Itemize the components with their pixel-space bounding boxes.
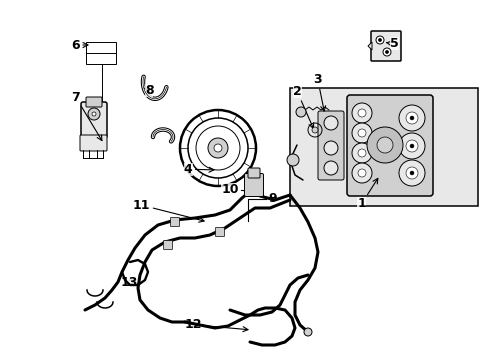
FancyBboxPatch shape xyxy=(244,174,263,197)
Text: 4: 4 xyxy=(183,163,214,176)
Text: 5: 5 xyxy=(386,37,398,50)
Circle shape xyxy=(409,116,413,120)
Text: 13: 13 xyxy=(121,276,138,289)
Circle shape xyxy=(324,141,337,155)
Circle shape xyxy=(324,116,337,130)
FancyBboxPatch shape xyxy=(80,135,107,151)
Circle shape xyxy=(366,127,402,163)
Text: 9: 9 xyxy=(267,192,276,205)
Circle shape xyxy=(357,169,365,177)
Circle shape xyxy=(304,328,311,336)
Circle shape xyxy=(405,112,417,124)
FancyBboxPatch shape xyxy=(317,111,343,180)
Bar xyxy=(86,42,116,64)
Bar xyxy=(289,88,477,206)
Circle shape xyxy=(409,171,413,175)
Text: 7: 7 xyxy=(71,91,102,140)
Circle shape xyxy=(311,127,317,133)
Circle shape xyxy=(385,50,387,54)
Circle shape xyxy=(351,103,371,123)
Circle shape xyxy=(398,160,424,186)
Circle shape xyxy=(378,39,381,41)
Circle shape xyxy=(382,48,390,56)
Circle shape xyxy=(351,163,371,183)
Circle shape xyxy=(351,123,371,143)
FancyBboxPatch shape xyxy=(247,168,260,178)
Text: 12: 12 xyxy=(184,318,247,332)
Circle shape xyxy=(324,161,337,175)
Text: 11: 11 xyxy=(133,199,203,222)
FancyBboxPatch shape xyxy=(346,95,432,196)
Circle shape xyxy=(88,108,100,120)
Text: 1: 1 xyxy=(357,179,377,210)
Text: 8: 8 xyxy=(144,84,153,97)
Circle shape xyxy=(92,112,96,116)
FancyBboxPatch shape xyxy=(163,240,172,249)
Circle shape xyxy=(375,36,383,44)
Circle shape xyxy=(398,133,424,159)
Circle shape xyxy=(295,107,305,117)
Text: 10: 10 xyxy=(221,183,250,195)
FancyBboxPatch shape xyxy=(215,228,224,237)
Circle shape xyxy=(286,154,298,166)
Circle shape xyxy=(207,138,227,158)
Circle shape xyxy=(357,109,365,117)
FancyBboxPatch shape xyxy=(81,102,107,138)
Circle shape xyxy=(357,149,365,157)
Circle shape xyxy=(409,144,413,148)
FancyBboxPatch shape xyxy=(370,31,400,61)
Polygon shape xyxy=(367,42,371,50)
Circle shape xyxy=(351,143,371,163)
Circle shape xyxy=(214,144,222,152)
Text: 3: 3 xyxy=(313,73,325,111)
Text: 2: 2 xyxy=(292,85,313,128)
FancyBboxPatch shape xyxy=(86,97,102,107)
Text: 6: 6 xyxy=(71,39,88,51)
Circle shape xyxy=(357,129,365,137)
Circle shape xyxy=(405,167,417,179)
Circle shape xyxy=(398,105,424,131)
Circle shape xyxy=(405,140,417,152)
Circle shape xyxy=(376,137,392,153)
FancyBboxPatch shape xyxy=(170,217,179,226)
